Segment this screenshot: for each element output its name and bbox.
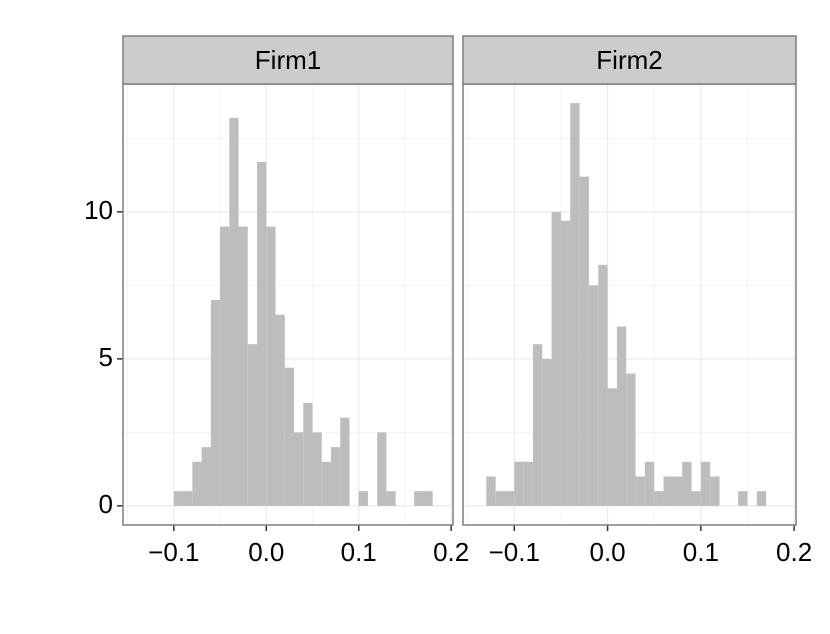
histogram-bar	[560, 220, 571, 506]
histogram-bar	[358, 491, 368, 506]
x-tick-label: 0.0	[248, 537, 284, 567]
histogram-bar	[579, 176, 589, 506]
histogram-bar	[691, 491, 701, 506]
histogram-bar	[663, 476, 673, 506]
histogram-bar	[257, 161, 267, 506]
histogram-bar	[710, 476, 720, 506]
strip	[462, 35, 797, 85]
x-tick-label: 0.1	[341, 537, 377, 567]
histogram-bar	[616, 326, 627, 506]
histogram-bar	[644, 461, 655, 506]
x-tick-label: −0.1	[148, 537, 199, 567]
histogram-bar	[210, 300, 221, 506]
x-tick-label: 0.1	[683, 537, 719, 567]
histogram-bar	[682, 461, 692, 506]
histogram-bar	[247, 344, 258, 506]
histogram-bar	[294, 432, 304, 506]
histogram-bar	[284, 367, 295, 506]
histogram-bar	[486, 476, 496, 506]
histogram-bar	[756, 491, 767, 506]
histogram-bar	[570, 103, 580, 506]
histogram-bar	[532, 344, 543, 506]
x-tick-label: −0.1	[489, 537, 540, 567]
histogram-bar	[330, 447, 341, 506]
x-tick-label: 0.0	[590, 537, 626, 567]
histogram-bar	[312, 432, 322, 506]
x-tick-label: 0.2	[776, 537, 812, 567]
histogram-bar	[626, 373, 636, 506]
histogram-bar	[598, 264, 608, 506]
histogram-bar	[551, 211, 561, 506]
histogram-bar	[229, 117, 239, 506]
histogram-bar	[607, 388, 617, 506]
histogram-bar	[386, 491, 396, 506]
histogram-bar	[423, 491, 433, 506]
histogram-bar	[192, 461, 202, 506]
strip-label: Firm1	[255, 45, 321, 75]
histogram-bar	[672, 476, 683, 506]
histogram-bar	[303, 402, 313, 506]
y-tick-label: 5	[99, 342, 113, 372]
y-tick-label: 10	[84, 195, 113, 225]
histogram-bar	[201, 447, 211, 506]
histogram-bar	[275, 314, 285, 506]
y-tick-label: 0	[99, 489, 113, 519]
histogram-bar	[183, 491, 193, 506]
strip-label: Firm2	[596, 45, 662, 75]
histogram-bar	[173, 491, 184, 506]
histogram-bar	[738, 491, 748, 506]
histogram-bar	[495, 491, 505, 506]
histogram-bar	[220, 226, 230, 506]
histogram-bar	[523, 461, 533, 506]
histogram-bar	[700, 461, 711, 506]
histogram-bar	[266, 226, 276, 506]
histogram-bar	[340, 417, 350, 506]
histogram-bar	[514, 461, 524, 506]
histogram-bar	[414, 491, 424, 506]
strip	[122, 35, 454, 85]
histogram-bar	[542, 358, 552, 506]
x-tick-label: 0.2	[433, 537, 469, 567]
histogram-bar	[504, 491, 515, 506]
histogram-bar	[321, 461, 331, 506]
histogram-bar	[238, 226, 248, 506]
histogram-bar	[654, 491, 664, 506]
histogram-bar	[377, 432, 387, 506]
histogram-bar	[588, 285, 599, 506]
histogram-bar	[635, 476, 645, 506]
